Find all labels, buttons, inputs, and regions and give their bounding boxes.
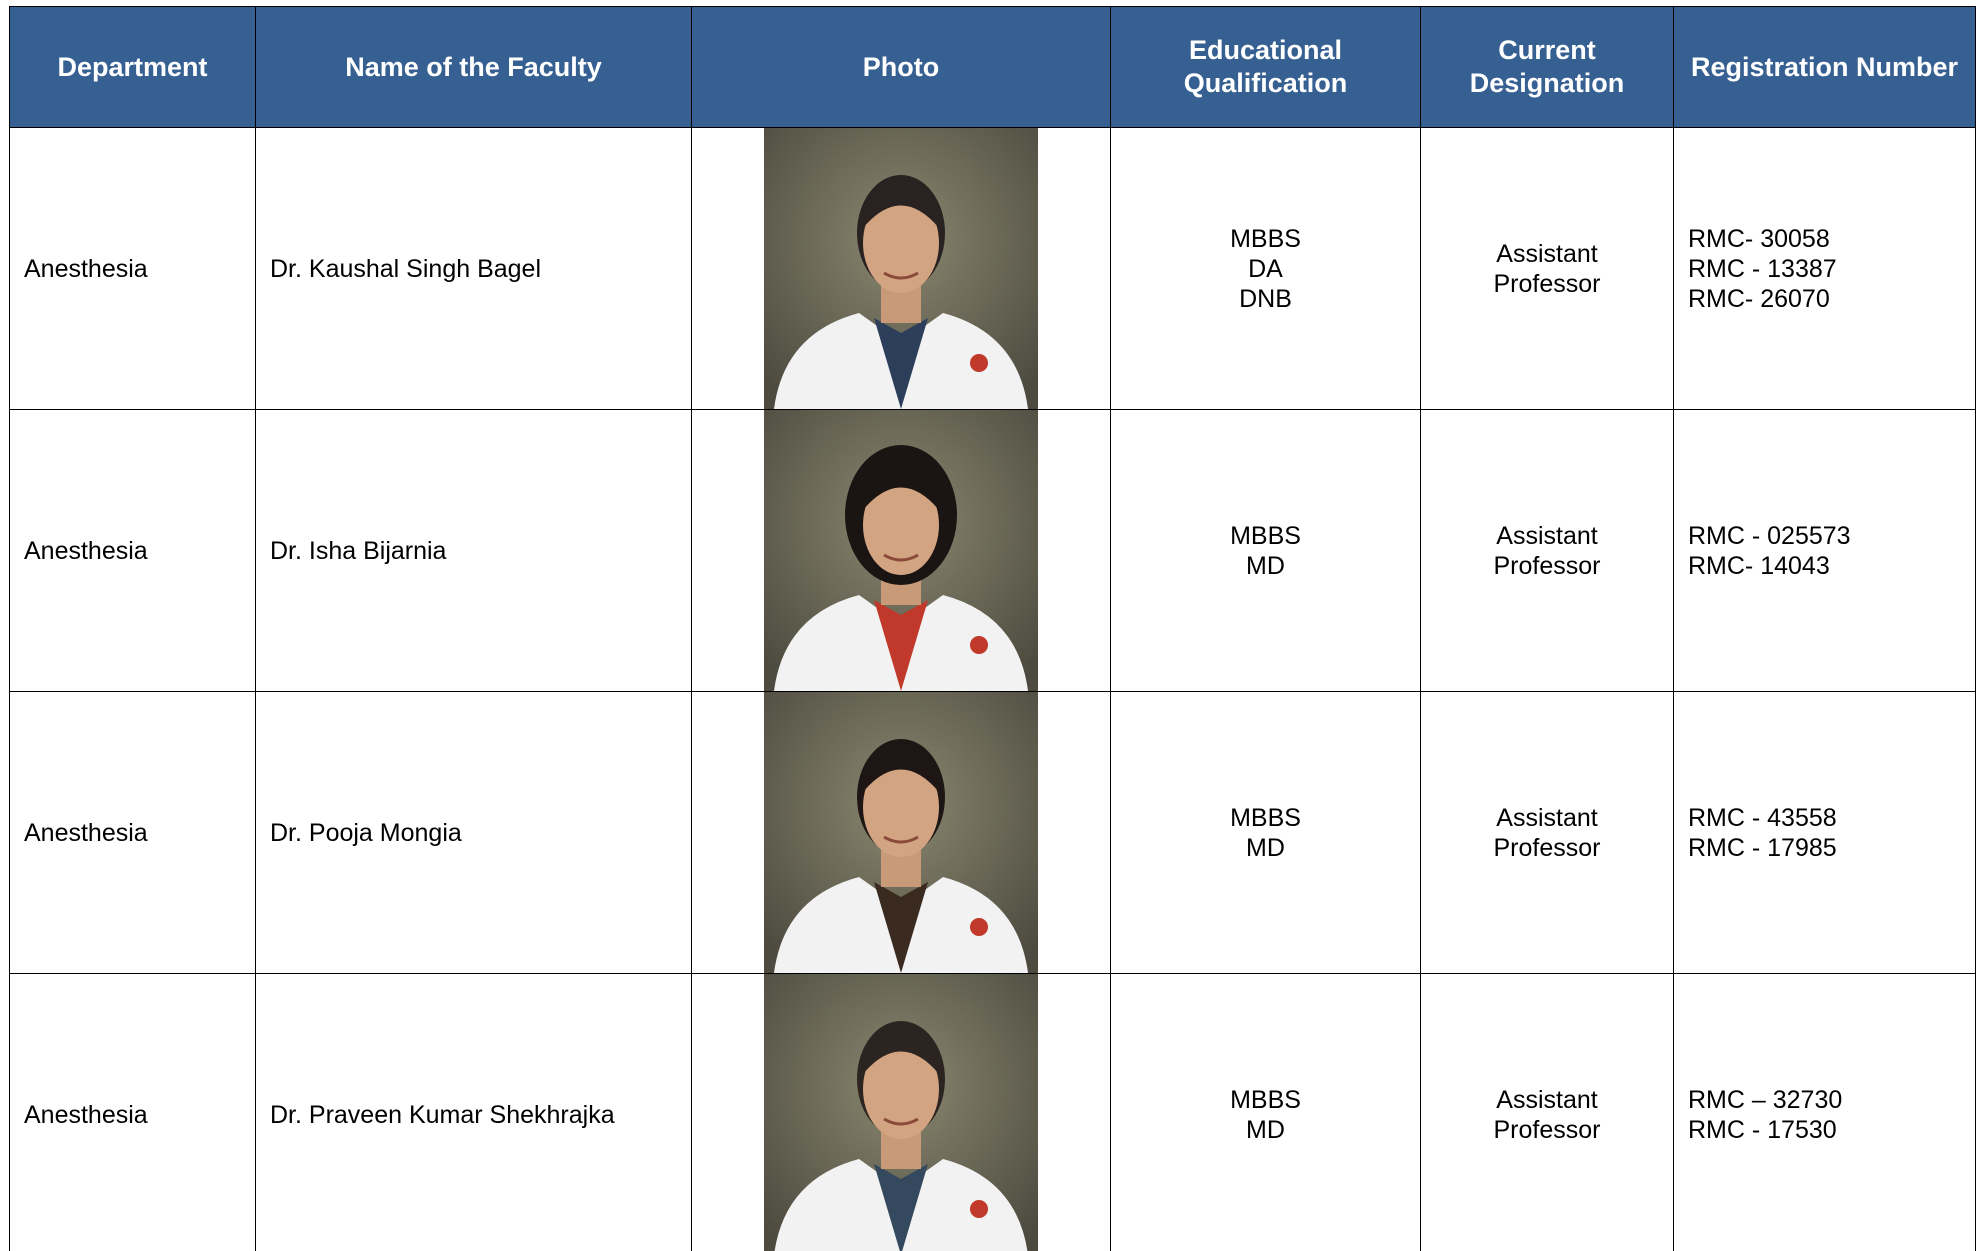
table-body: Anesthesia Dr. Kaushal Singh Bagel MBBS DA…	[9, 127, 1976, 1251]
department-cell: Anesthesia	[9, 973, 256, 1251]
department: Anesthesia	[24, 818, 148, 847]
photo-cell	[691, 127, 1111, 410]
registration: RMC- 30058	[1688, 224, 1830, 253]
department: Anesthesia	[24, 254, 148, 283]
photo-cell	[691, 973, 1111, 1251]
department-cell: Anesthesia	[9, 127, 256, 410]
designation: Assistant	[1496, 239, 1598, 268]
registration: RMC - 43558	[1688, 803, 1837, 832]
registration: RMC - 17985	[1688, 833, 1837, 862]
faculty-name: Dr. Kaushal Singh Bagel	[270, 254, 542, 283]
department-cell: Anesthesia	[9, 691, 256, 974]
designation: Professor	[1493, 551, 1601, 580]
faculty-photo	[764, 692, 1038, 973]
name-cell: Dr. Pooja Mongia	[255, 691, 692, 974]
registration-cell: RMC - 43558 RMC - 17985	[1673, 691, 1976, 974]
faculty-row: Anesthesia Dr. Praveen Kumar Shekhrajka M…	[9, 973, 1976, 1251]
designation: Professor	[1493, 1115, 1601, 1144]
designation-cell: Assistant Professor	[1420, 409, 1674, 692]
designation-cell: Assistant Professor	[1420, 691, 1674, 974]
photo-cell	[691, 691, 1111, 974]
registration: RMC - 17530	[1688, 1115, 1837, 1144]
faculty-row: Anesthesia Dr. Kaushal Singh Bagel MBBS DA…	[9, 127, 1976, 410]
registration-cell: RMC – 32730 RMC - 17530	[1673, 973, 1976, 1251]
faculty-photo	[764, 974, 1038, 1251]
faculty-row: Anesthesia Dr. Isha Bijarnia MBBS MD Assist…	[9, 409, 1976, 692]
registration: RMC - 025573	[1688, 521, 1851, 550]
faculty-name: Dr. Pooja Mongia	[270, 818, 462, 847]
qualification-cell: MBBS MD	[1110, 409, 1421, 692]
faculty-photo	[764, 410, 1038, 691]
registration: RMC – 32730	[1688, 1085, 1843, 1114]
department: Anesthesia	[24, 1100, 148, 1129]
qualification: MBBS	[1230, 803, 1301, 832]
department: Anesthesia	[24, 536, 148, 565]
qualification: MBBS	[1230, 521, 1301, 550]
qualification-cell: MBBS MD	[1110, 691, 1421, 974]
qualification: MD	[1246, 833, 1285, 862]
qualification: DNB	[1239, 284, 1292, 313]
designation: Professor	[1493, 269, 1601, 298]
qualification: MD	[1246, 1115, 1285, 1144]
registration-cell: RMC- 30058 RMC - 13387 RMC- 26070	[1673, 127, 1976, 410]
name-cell: Dr. Praveen Kumar Shekhrajka	[255, 973, 692, 1251]
faculty-row: Anesthesia Dr. Pooja Mongia MBBS MD Assista…	[9, 691, 1976, 974]
designation: Assistant	[1496, 1085, 1598, 1114]
photo-cell	[691, 409, 1111, 692]
registration-cell: RMC - 025573 RMC- 14043	[1673, 409, 1976, 692]
column-header: Current Designation	[1420, 6, 1674, 128]
column-header: Department	[9, 6, 256, 128]
name-cell: Dr. Kaushal Singh Bagel	[255, 127, 692, 410]
qualification: MD	[1246, 551, 1285, 580]
faculty-photo	[764, 128, 1038, 409]
column-header: Educational Qualification	[1110, 6, 1421, 128]
header-row: Department Name of the Faculty Photo Educat…	[9, 6, 1976, 128]
registration: RMC- 26070	[1688, 284, 1830, 313]
registration: RMC- 14043	[1688, 551, 1830, 580]
qualification: MBBS	[1230, 224, 1301, 253]
faculty-name: Dr. Isha Bijarnia	[270, 536, 447, 565]
designation-cell: Assistant Professor	[1420, 127, 1674, 410]
qualification: MBBS	[1230, 1085, 1301, 1114]
designation: Assistant	[1496, 803, 1598, 832]
column-header: Registration Number	[1673, 6, 1976, 128]
registration: RMC - 13387	[1688, 254, 1837, 283]
designation-cell: Assistant Professor	[1420, 973, 1674, 1251]
qualification: DA	[1248, 254, 1283, 283]
qualification-cell: MBBS DA DNB	[1110, 127, 1421, 410]
column-header: Name of the Faculty	[255, 6, 692, 128]
designation: Professor	[1493, 833, 1601, 862]
faculty-table: Department Name of the Faculty Photo Educat…	[9, 6, 1976, 1251]
name-cell: Dr. Isha Bijarnia	[255, 409, 692, 692]
qualification-cell: MBBS MD	[1110, 973, 1421, 1251]
faculty-name: Dr. Praveen Kumar Shekhrajka	[270, 1100, 615, 1129]
department-cell: Anesthesia	[9, 409, 256, 692]
column-header: Photo	[691, 6, 1111, 128]
designation: Assistant	[1496, 521, 1598, 550]
